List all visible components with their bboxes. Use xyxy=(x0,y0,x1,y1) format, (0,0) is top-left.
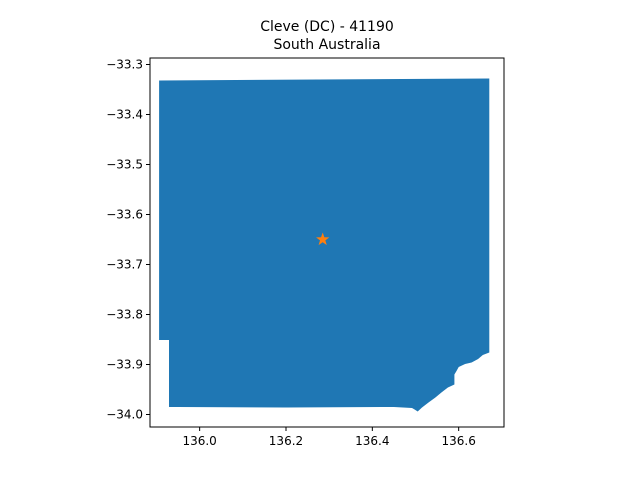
x-tick-label: 136.0 xyxy=(182,434,216,448)
title-line-1: Cleve (DC) - 41190 xyxy=(260,19,394,35)
y-tick-label: −33.6 xyxy=(106,208,143,222)
axis-ticks: 136.0 136.2 136.4 136.6 −33.3 −33.4 −33.5 −33.6… xyxy=(106,58,476,449)
axes-frame xyxy=(149,57,505,428)
y-tick-label: −33.9 xyxy=(106,358,143,372)
y-tick-label: −33.7 xyxy=(106,258,143,272)
y-tick-label: −33.8 xyxy=(106,308,143,322)
y-tick-label: −34.0 xyxy=(106,408,143,422)
y-tick-label: −33.4 xyxy=(106,108,143,122)
centroid-star-marker xyxy=(316,232,330,246)
x-tick-label: 136.6 xyxy=(441,434,475,448)
y-tick-label: −33.3 xyxy=(106,58,143,72)
region-polygon xyxy=(159,78,490,412)
title-line-2: South Australia xyxy=(273,37,380,53)
y-tick-label: −33.5 xyxy=(106,158,143,172)
x-tick-label: 136.4 xyxy=(355,434,389,448)
plot-area xyxy=(159,78,490,412)
x-tick-label: 136.2 xyxy=(269,434,303,448)
